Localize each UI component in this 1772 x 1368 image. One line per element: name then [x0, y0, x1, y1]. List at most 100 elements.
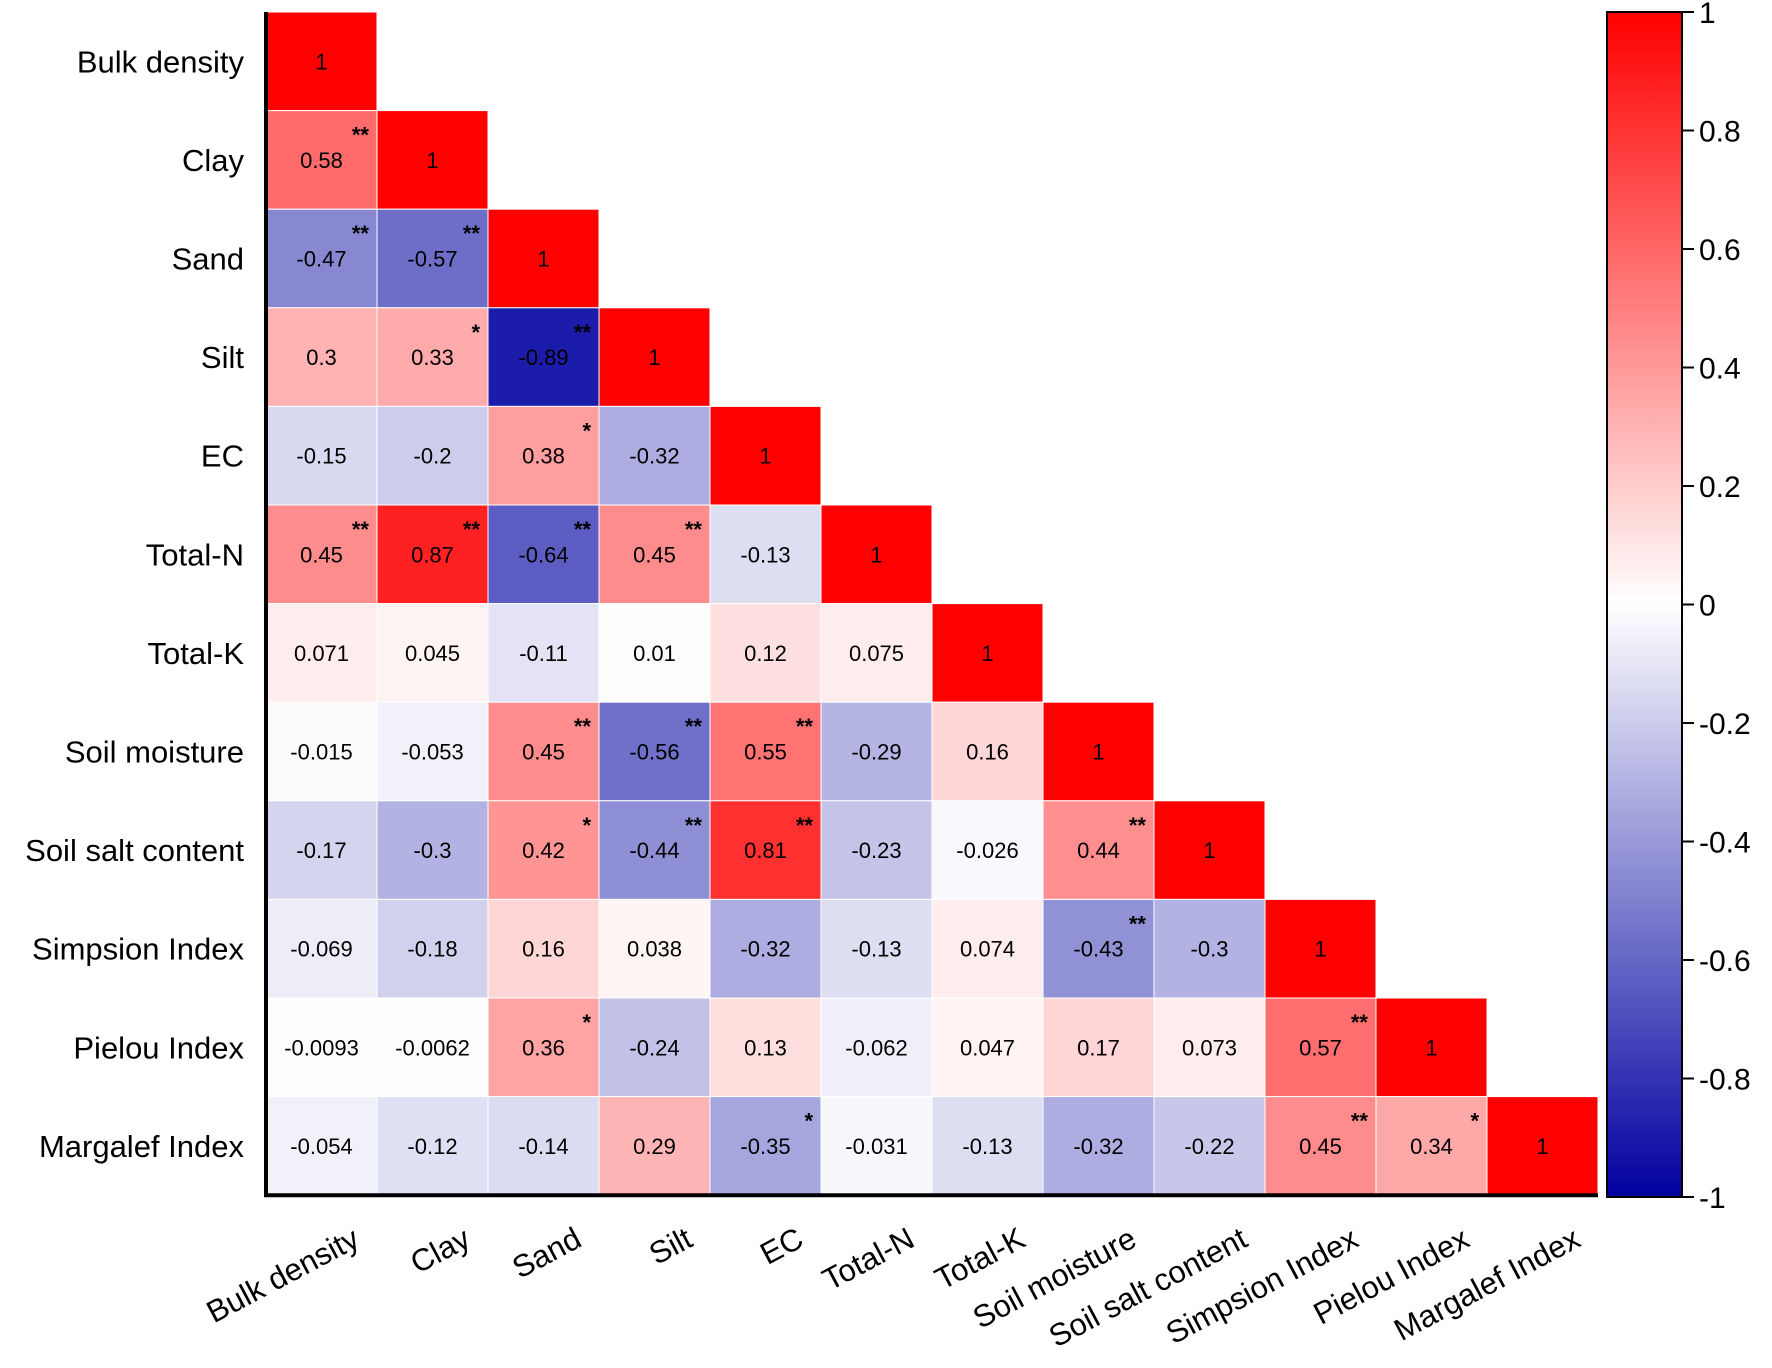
cell-value-label: 0.038 [627, 937, 682, 962]
cell-value-label: -0.22 [1184, 1134, 1234, 1159]
significance-marker: ** [1351, 1010, 1369, 1035]
row-label-simpsion-index: Simpsion Index [32, 932, 244, 967]
cell-value-label: -0.29 [851, 740, 901, 765]
cell-value-label: -0.062 [845, 1035, 907, 1060]
cell-value-label: -0.0093 [284, 1035, 359, 1060]
column-labels: Bulk density Clay Sand Silt EC Total-N Total-K… [201, 1220, 1586, 1354]
cell-value-label: -0.031 [845, 1134, 907, 1159]
cell-value-label: -0.053 [401, 740, 463, 765]
heatmap-cell [1042, 701, 1155, 802]
significance-marker: ** [574, 714, 592, 739]
column-label-simpsion-index: Simpsion Index [1160, 1220, 1364, 1351]
heatmap-cell [598, 307, 711, 407]
row-label-soil-salt-content: Soil salt content [25, 833, 244, 868]
heatmap-cell [1486, 1096, 1599, 1196]
heatmap-cell [265, 701, 378, 802]
row-label-soil-moisture: Soil moisture [65, 735, 244, 770]
colorbar-tick-label: -0.2 [1699, 708, 1751, 741]
cell-value-label: 0.16 [522, 937, 565, 962]
heatmap-cell [709, 405, 822, 506]
heatmap-cell [265, 898, 378, 999]
heatmap-cell [376, 110, 489, 210]
colorbar-tick-label: -1 [1699, 1182, 1726, 1215]
cell-value-label: -0.56 [629, 740, 679, 765]
significance-marker: * [471, 320, 480, 345]
cell-value-label: 0.17 [1077, 1035, 1120, 1060]
heatmap-cell [487, 504, 600, 605]
cell-value-label: -0.35 [740, 1134, 790, 1159]
column-label-total-n: Total-N [817, 1220, 920, 1297]
cell-value-label: 0.57 [1299, 1035, 1342, 1060]
cell-value-label: 0.045 [405, 641, 460, 666]
significance-marker: ** [352, 123, 370, 148]
cell-value-label: 0.16 [966, 740, 1009, 765]
cell-value-label: -0.32 [740, 937, 790, 962]
axes [264, 12, 1598, 1198]
cell-value-label: 1 [426, 148, 438, 173]
colorbar-tick-label: -0.8 [1699, 1064, 1751, 1097]
cell-value-label: 0.34 [1410, 1134, 1453, 1159]
row-label-margalef-index: Margalef Index [39, 1129, 245, 1164]
heatmap-cell [265, 110, 378, 210]
cell-value-label: 0.13 [744, 1035, 787, 1060]
cell-value-label: 1 [981, 641, 993, 666]
significance-marker: ** [574, 517, 592, 542]
significance-marker: * [804, 1109, 813, 1134]
cell-value-label: 1 [315, 49, 327, 74]
cell-value-label: 1 [1092, 740, 1104, 765]
cell-value-label: 1 [1536, 1134, 1548, 1159]
significance-marker: ** [463, 221, 481, 246]
heatmap-cell [487, 701, 600, 802]
colorbar-tick-label: 0.4 [1699, 353, 1741, 386]
heatmap-cell [1375, 997, 1488, 1098]
cell-value-label: -0.3 [1191, 937, 1229, 962]
heatmap-cell [265, 603, 378, 703]
cell-value-label: -0.64 [518, 542, 568, 567]
heatmap-cell [598, 800, 711, 900]
heatmap-cells: 10.58**1-0.47**-0.57**10.3 0.33*-0.89**1-… [265, 11, 1599, 1196]
cell-value-label: -0.015 [290, 740, 352, 765]
heatmap-cell [265, 1096, 378, 1196]
heatmap-cell [376, 1096, 489, 1196]
row-labels: Bulk density Clay Sand Silt EC Total-N Total-K… [25, 44, 244, 1164]
heatmap-cell [598, 1096, 711, 1196]
cell-value-label: -0.24 [629, 1035, 679, 1060]
row-label-silt: Silt [201, 340, 244, 375]
heatmap-cell [376, 405, 489, 506]
colorbar-tick-label: 0.6 [1699, 234, 1741, 267]
cell-value-label: 0.58 [300, 148, 343, 173]
cell-value-label: 1 [648, 345, 660, 370]
cell-value-label: -0.47 [296, 247, 346, 272]
cell-value-label: 0.071 [294, 641, 349, 666]
colorbar-gradient [1606, 11, 1683, 1198]
cell-value-label: 0.01 [633, 641, 676, 666]
cell-value-label: 0.047 [960, 1035, 1015, 1060]
heatmap-cell [265, 800, 378, 900]
cell-value-label: 0.38 [522, 444, 565, 469]
column-label-sand: Sand [506, 1220, 586, 1285]
significance-marker: ** [463, 517, 481, 542]
row-label-ec: EC [201, 439, 244, 474]
heatmap-cell [376, 997, 489, 1098]
heatmap-cell [931, 603, 1044, 703]
heatmap-cell [376, 504, 489, 605]
heatmap-cell [1042, 1096, 1155, 1196]
heatmap-cell [598, 405, 711, 506]
cell-value-label: -0.44 [629, 838, 679, 863]
row-label-sand: Sand [172, 242, 244, 277]
heatmap-cell [376, 603, 489, 703]
cell-value-label: -0.57 [407, 247, 457, 272]
significance-marker: ** [685, 714, 703, 739]
cell-value-label: -0.12 [407, 1134, 457, 1159]
cell-value-label: -0.32 [629, 444, 679, 469]
heatmap-cell [487, 1096, 600, 1196]
cell-value-label: -0.13 [962, 1134, 1012, 1159]
cell-value-label: 0.87 [411, 542, 454, 567]
colorbar-tick-label: 1 [1699, 0, 1716, 30]
cell-value-label: 0.36 [522, 1035, 565, 1060]
cell-value-label: -0.89 [518, 345, 568, 370]
cell-value-label: 0.3 [306, 345, 337, 370]
cell-value-label: 1 [1314, 937, 1326, 962]
cell-value-label: 0.073 [1182, 1035, 1237, 1060]
